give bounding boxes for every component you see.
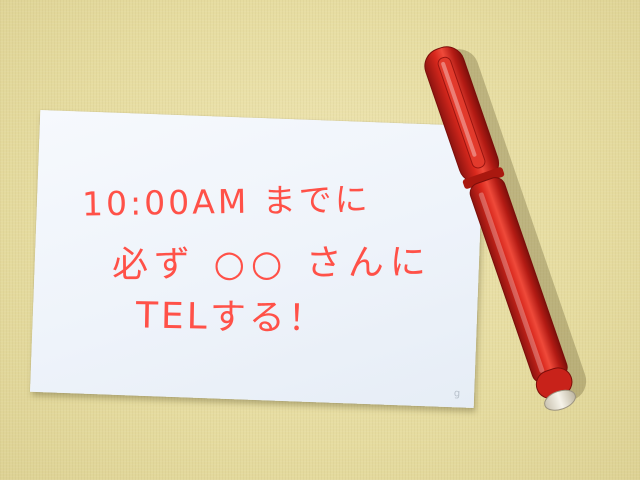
red-pen-icon [424, 46, 587, 411]
